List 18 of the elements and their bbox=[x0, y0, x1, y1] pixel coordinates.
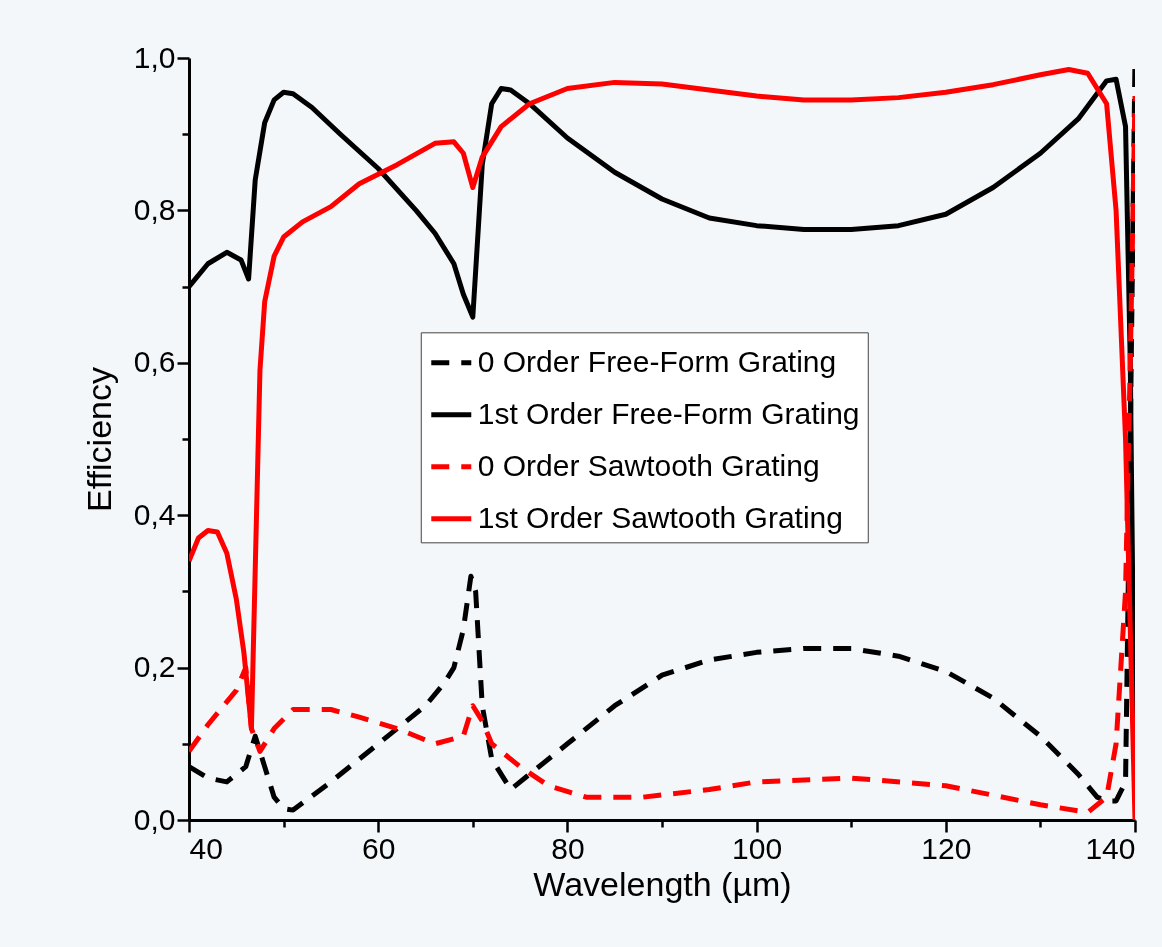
x-tick-label: 140 bbox=[1085, 831, 1136, 865]
y-tick-label: 0,2 bbox=[133, 650, 176, 684]
y-axis-title: Efficiency bbox=[79, 367, 118, 512]
x-tick-label: 100 bbox=[732, 831, 783, 865]
x-tick-label: 120 bbox=[921, 831, 972, 865]
x-tick-label: 60 bbox=[362, 831, 396, 865]
legend-label: 0 Order Free-Form Grating bbox=[477, 344, 837, 378]
y-tick-label: 1,0 bbox=[133, 40, 176, 74]
y-tick-label: 0,6 bbox=[133, 345, 176, 379]
y-tick-label: 0,4 bbox=[133, 497, 176, 531]
x-tick-label: 80 bbox=[551, 831, 585, 865]
x-axis-title: Wavelength (µm) bbox=[533, 864, 792, 903]
y-tick-label: 0,8 bbox=[133, 192, 176, 226]
legend-label: 1st Order Sawtooth Grating bbox=[477, 500, 843, 534]
legend-label: 0 Order Sawtooth Grating bbox=[477, 448, 820, 482]
legend-label: 1st Order Free-Form Grating bbox=[477, 396, 860, 430]
x-tick-label: 40 bbox=[189, 831, 223, 865]
y-tick-label: 0,0 bbox=[133, 802, 176, 836]
